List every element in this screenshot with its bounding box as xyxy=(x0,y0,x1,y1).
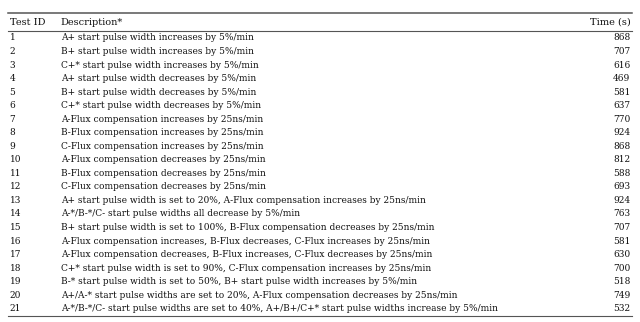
Text: 18: 18 xyxy=(10,264,21,273)
Text: Description*: Description* xyxy=(61,17,123,26)
Text: A+ start pulse width is set to 20%, A-Flux compensation increases by 25ns/min: A+ start pulse width is set to 20%, A-Fl… xyxy=(61,196,426,205)
Text: 6: 6 xyxy=(10,101,15,110)
Text: A-*/B-*/C- start pulse widths are set to 40%, A+/B+/C+* start pulse widths incre: A-*/B-*/C- start pulse widths are set to… xyxy=(61,304,498,313)
Text: 19: 19 xyxy=(10,277,21,286)
Text: 868: 868 xyxy=(613,142,630,151)
Text: 700: 700 xyxy=(613,264,630,273)
Text: A-Flux compensation decreases by 25ns/min: A-Flux compensation decreases by 25ns/mi… xyxy=(61,155,266,164)
Text: 4: 4 xyxy=(10,74,15,83)
Text: 11: 11 xyxy=(10,169,21,178)
Text: Test ID: Test ID xyxy=(10,17,45,26)
Text: 532: 532 xyxy=(613,304,630,313)
Text: A+/A-* start pulse widths are set to 20%, A-Flux compensation decreases by 25ns/: A+/A-* start pulse widths are set to 20%… xyxy=(61,291,458,300)
Text: 637: 637 xyxy=(613,101,630,110)
Text: A-Flux compensation increases by 25ns/min: A-Flux compensation increases by 25ns/mi… xyxy=(61,115,263,124)
Text: 13: 13 xyxy=(10,196,21,205)
Text: 707: 707 xyxy=(613,223,630,232)
Text: 749: 749 xyxy=(613,291,630,300)
Text: 12: 12 xyxy=(10,182,21,191)
Text: 518: 518 xyxy=(613,277,630,286)
Text: 17: 17 xyxy=(10,250,21,259)
Text: B-Flux compensation increases by 25ns/min: B-Flux compensation increases by 25ns/mi… xyxy=(61,128,263,137)
Text: 770: 770 xyxy=(613,115,630,124)
Text: 8: 8 xyxy=(10,128,15,137)
Text: 15: 15 xyxy=(10,223,21,232)
Text: A+ start pulse width decreases by 5%/min: A+ start pulse width decreases by 5%/min xyxy=(61,74,256,83)
Text: 10: 10 xyxy=(10,155,21,164)
Text: 763: 763 xyxy=(613,210,630,219)
Text: C-Flux compensation decreases by 25ns/min: C-Flux compensation decreases by 25ns/mi… xyxy=(61,182,266,191)
Text: 5: 5 xyxy=(10,88,15,97)
Text: C+* start pulse width decreases by 5%/min: C+* start pulse width decreases by 5%/mi… xyxy=(61,101,261,110)
Text: 14: 14 xyxy=(10,210,21,219)
Text: 588: 588 xyxy=(613,169,630,178)
Text: 581: 581 xyxy=(613,88,630,97)
Text: 20: 20 xyxy=(10,291,21,300)
Text: 924: 924 xyxy=(613,128,630,137)
Text: B-Flux compensation decreases by 25ns/min: B-Flux compensation decreases by 25ns/mi… xyxy=(61,169,266,178)
Text: C+* start pulse width increases by 5%/min: C+* start pulse width increases by 5%/mi… xyxy=(61,61,259,70)
Text: 1: 1 xyxy=(10,33,15,43)
Text: 2: 2 xyxy=(10,47,15,56)
Text: A-Flux compensation decreases, B-Flux increases, C-Flux decreases by 25ns/min: A-Flux compensation decreases, B-Flux in… xyxy=(61,250,432,259)
Text: C-Flux compensation increases by 25ns/min: C-Flux compensation increases by 25ns/mi… xyxy=(61,142,264,151)
Text: 924: 924 xyxy=(613,196,630,205)
Text: 630: 630 xyxy=(613,250,630,259)
Text: C+* start pulse width is set to 90%, C-Flux compensation increases by 25ns/min: C+* start pulse width is set to 90%, C-F… xyxy=(61,264,431,273)
Text: B-* start pulse width is set to 50%, B+ start pulse width increases by 5%/min: B-* start pulse width is set to 50%, B+ … xyxy=(61,277,417,286)
Text: 707: 707 xyxy=(613,47,630,56)
Text: 9: 9 xyxy=(10,142,15,151)
Text: 21: 21 xyxy=(10,304,21,313)
Text: 7: 7 xyxy=(10,115,15,124)
Text: A-*/B-*/C- start pulse widths all decrease by 5%/min: A-*/B-*/C- start pulse widths all decrea… xyxy=(61,210,300,219)
Text: 868: 868 xyxy=(613,33,630,43)
Text: 693: 693 xyxy=(613,182,630,191)
Text: 16: 16 xyxy=(10,237,21,246)
Text: 469: 469 xyxy=(613,74,630,83)
Text: A-Flux compensation increases, B-Flux decreases, C-Flux increases by 25ns/min: A-Flux compensation increases, B-Flux de… xyxy=(61,237,430,246)
Text: A+ start pulse width increases by 5%/min: A+ start pulse width increases by 5%/min xyxy=(61,33,253,43)
Text: 581: 581 xyxy=(613,237,630,246)
Text: 616: 616 xyxy=(613,61,630,70)
Text: B+ start pulse width is set to 100%, B-Flux compensation decreases by 25ns/min: B+ start pulse width is set to 100%, B-F… xyxy=(61,223,435,232)
Text: Time (s): Time (s) xyxy=(589,17,630,26)
Text: 812: 812 xyxy=(613,155,630,164)
Text: 3: 3 xyxy=(10,61,15,70)
Text: B+ start pulse width increases by 5%/min: B+ start pulse width increases by 5%/min xyxy=(61,47,254,56)
Text: B+ start pulse width decreases by 5%/min: B+ start pulse width decreases by 5%/min xyxy=(61,88,256,97)
